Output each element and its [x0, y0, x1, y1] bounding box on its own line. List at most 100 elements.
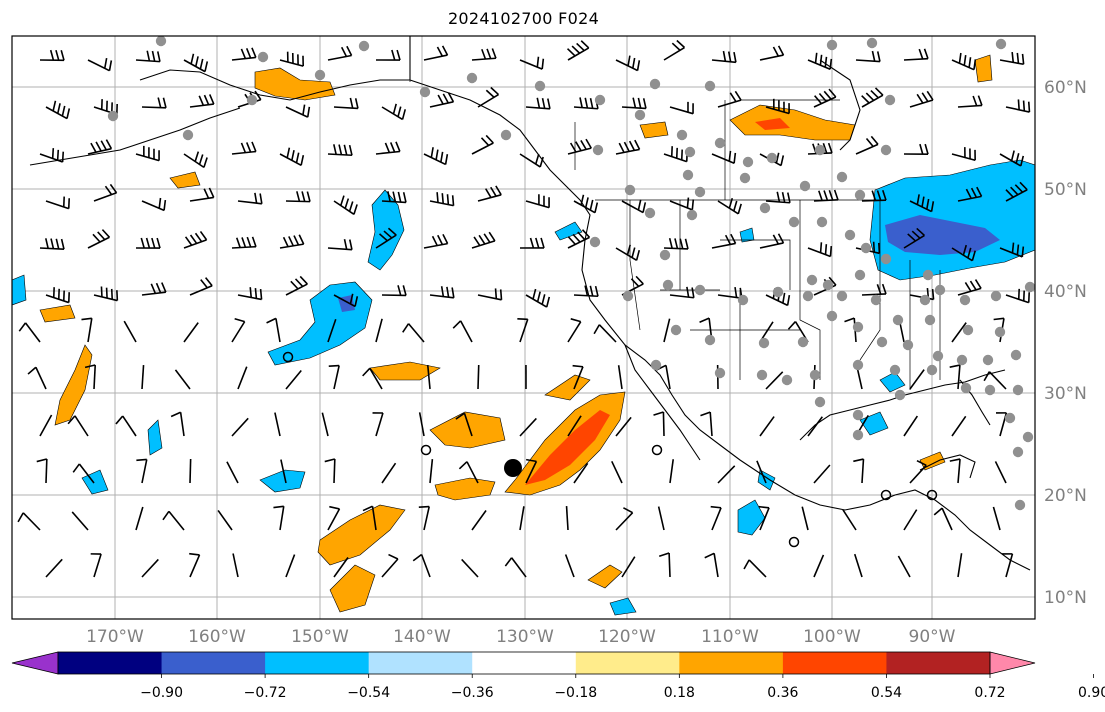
wind-barb	[519, 56, 545, 70]
station-marker	[1004, 412, 1016, 424]
station-marker	[852, 359, 864, 371]
station-marker	[934, 284, 946, 296]
wind-barb	[813, 88, 837, 108]
open-circle-marker	[880, 489, 892, 501]
colorbar-extend-low	[11, 651, 59, 675]
wind-barb	[909, 369, 925, 390]
wind-barb	[700, 411, 713, 437]
station-marker	[880, 253, 892, 265]
station-marker	[634, 109, 646, 121]
wind-barb	[1002, 553, 1014, 578]
wind-barb	[418, 412, 425, 437]
wind-barb	[992, 506, 1001, 531]
wind-barb	[189, 277, 213, 296]
positive-area	[54, 344, 93, 426]
wind-barb	[183, 151, 208, 169]
wind-barb	[72, 463, 95, 484]
yucatan-coastline	[919, 454, 976, 479]
station-marker	[622, 290, 634, 302]
wind-barb	[853, 553, 863, 578]
wind-barb	[909, 459, 927, 484]
wind-barb	[807, 52, 833, 70]
positive-area	[329, 564, 376, 613]
station-marker	[959, 294, 971, 306]
latitude-labels: 60°N 50°N 40°N 30°N 20°N 10°N	[1044, 78, 1087, 608]
wind-barb	[455, 412, 473, 437]
station-marker	[257, 51, 269, 63]
wind-barb	[994, 461, 1007, 484]
wind-barb	[663, 39, 686, 61]
station-marker	[246, 94, 258, 106]
wind-barb	[402, 323, 425, 343]
colorbar-segment	[368, 652, 473, 674]
colorbar-segment	[575, 652, 680, 674]
wind-barb	[903, 48, 929, 61]
station-marker	[694, 284, 706, 296]
station-marker	[662, 279, 674, 291]
positive-core	[755, 118, 790, 130]
wind-barb	[951, 415, 967, 437]
colorbar-outline	[57, 651, 991, 675]
station-marker	[956, 354, 968, 366]
colorbar-extend-high	[989, 651, 1036, 675]
wind-barb	[957, 279, 982, 296]
wind-barb	[189, 187, 215, 202]
station-marker	[704, 80, 716, 92]
map-background	[12, 36, 1035, 619]
wind-barb	[285, 275, 308, 296]
graticule	[12, 36, 1035, 619]
wind-barb	[273, 505, 285, 531]
wind-barb	[237, 192, 263, 205]
wind-barb	[429, 459, 434, 484]
aleutian-chain	[29, 107, 241, 166]
station-marker	[902, 339, 914, 351]
station-marker	[852, 409, 864, 421]
colorbar-segment	[265, 652, 370, 674]
wind-barb	[189, 458, 192, 484]
wind-barb	[375, 318, 383, 343]
wind-barb	[756, 460, 767, 484]
station-marker	[594, 94, 606, 106]
wind-barb	[957, 553, 963, 578]
wind-barb	[71, 511, 89, 531]
longitude-label: 120°W	[598, 627, 656, 647]
wind-barb	[381, 553, 399, 578]
station-marker	[182, 129, 194, 141]
station-marker	[714, 137, 726, 149]
station-marker	[759, 202, 771, 214]
positive-area	[369, 361, 441, 381]
wind-barb	[951, 52, 977, 71]
wind-barb	[525, 288, 551, 308]
station-marker	[932, 350, 944, 362]
station-marker	[1012, 384, 1024, 396]
baja-coastline	[624, 344, 701, 461]
wind-barb	[231, 417, 249, 437]
station-marker	[659, 249, 671, 261]
wind-barb	[949, 364, 961, 390]
wind-barb	[951, 322, 967, 343]
wind-barb	[909, 90, 934, 108]
station-marker	[466, 72, 478, 84]
longitude-label: 90°W	[909, 627, 956, 647]
station-marker	[676, 129, 688, 141]
wind-barb	[426, 365, 431, 390]
station-marker	[314, 69, 326, 81]
wind-barb	[615, 416, 632, 437]
positive-area	[639, 121, 669, 139]
longitude-labels: 170°W 160°W 150°W 140°W 130°W 120°W 110°W 100°W…	[86, 627, 956, 647]
north-america-coastline	[409, 36, 1031, 571]
shaded-field-layer	[12, 54, 1035, 616]
station-marker	[534, 80, 546, 92]
wind-barb	[933, 507, 953, 531]
wind-barb	[903, 415, 919, 437]
station-marker	[960, 382, 972, 394]
wind-barb	[957, 95, 983, 108]
positive-area	[974, 54, 993, 83]
wind-barb	[471, 231, 496, 249]
wind-barb	[115, 415, 137, 437]
positive-area	[39, 304, 76, 323]
station-marker	[694, 186, 706, 198]
negative-core	[885, 215, 1000, 255]
colorbar: −0.90 −0.72 −0.54 −0.36 −0.18 0.18 0.36 0.54 0.7…	[11, 651, 1105, 701]
wind-barb	[237, 287, 263, 301]
